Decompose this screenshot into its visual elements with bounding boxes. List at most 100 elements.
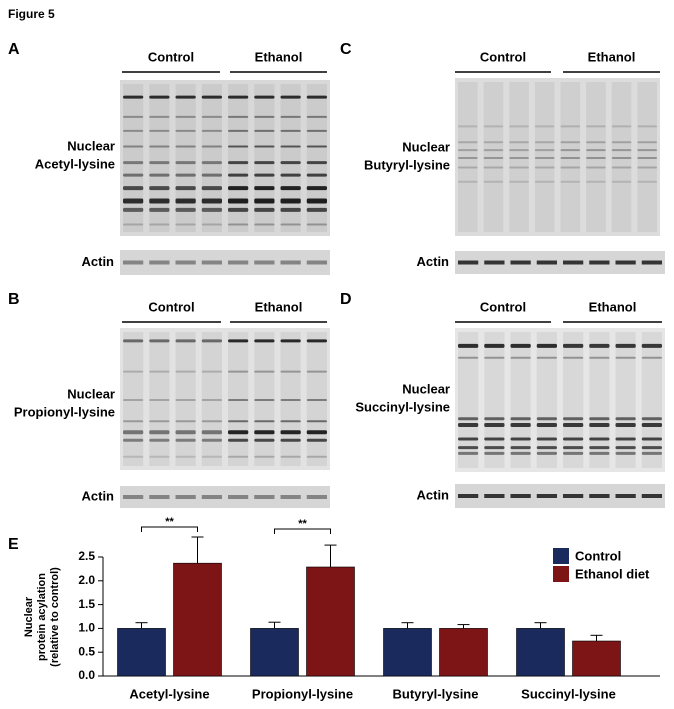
band bbox=[306, 198, 327, 204]
band bbox=[254, 198, 275, 204]
actin-band bbox=[123, 495, 144, 499]
band bbox=[123, 438, 144, 442]
band bbox=[280, 95, 301, 99]
band bbox=[123, 145, 144, 148]
band bbox=[563, 446, 584, 450]
actin-strip bbox=[455, 251, 665, 274]
band bbox=[175, 161, 196, 165]
band bbox=[560, 149, 581, 152]
y-tick-label: 0.5 bbox=[78, 644, 95, 658]
band bbox=[201, 161, 222, 165]
lane bbox=[201, 84, 222, 232]
actin-band bbox=[589, 494, 610, 498]
actin-band bbox=[641, 494, 662, 498]
band bbox=[589, 446, 610, 450]
lane bbox=[563, 332, 584, 468]
band bbox=[175, 115, 196, 118]
band bbox=[534, 125, 555, 128]
band bbox=[534, 166, 555, 169]
blot-label: Nuclear bbox=[402, 381, 450, 396]
band bbox=[560, 180, 581, 183]
band bbox=[175, 430, 196, 435]
band bbox=[254, 145, 275, 148]
band bbox=[228, 455, 249, 458]
band bbox=[510, 417, 531, 421]
band bbox=[149, 370, 170, 373]
band bbox=[123, 115, 144, 118]
band bbox=[615, 343, 636, 348]
band bbox=[458, 166, 478, 169]
band bbox=[149, 95, 170, 99]
figure-title: Figure 5 bbox=[8, 7, 55, 21]
band bbox=[175, 129, 196, 132]
band bbox=[563, 417, 584, 421]
band bbox=[201, 339, 222, 343]
band bbox=[637, 149, 657, 152]
band bbox=[201, 198, 222, 204]
band bbox=[586, 180, 606, 183]
band bbox=[534, 157, 555, 159]
lane bbox=[254, 84, 275, 232]
band bbox=[484, 451, 505, 455]
band bbox=[228, 223, 249, 226]
band bbox=[280, 173, 301, 177]
band bbox=[458, 437, 479, 441]
band bbox=[254, 223, 275, 226]
band bbox=[149, 339, 170, 343]
lane bbox=[560, 82, 581, 232]
band bbox=[483, 157, 504, 159]
band bbox=[458, 149, 478, 152]
group-label: Ethanol bbox=[255, 299, 303, 314]
band bbox=[201, 420, 222, 423]
band bbox=[589, 356, 610, 359]
band bbox=[175, 186, 196, 191]
band bbox=[254, 173, 275, 177]
band bbox=[201, 430, 222, 435]
band bbox=[201, 186, 222, 191]
band bbox=[123, 370, 144, 373]
band bbox=[175, 145, 196, 148]
band bbox=[615, 356, 636, 359]
band bbox=[228, 129, 249, 132]
lane bbox=[123, 84, 144, 232]
error-bar bbox=[191, 536, 204, 564]
lane bbox=[228, 84, 249, 232]
band bbox=[615, 417, 636, 421]
band bbox=[615, 423, 636, 428]
band bbox=[280, 198, 301, 204]
band bbox=[254, 339, 275, 343]
band bbox=[280, 186, 301, 191]
actin-band bbox=[458, 494, 479, 498]
band bbox=[228, 186, 249, 191]
band bbox=[586, 166, 606, 169]
actin-band bbox=[615, 260, 636, 265]
band bbox=[306, 223, 327, 226]
lane bbox=[306, 84, 327, 232]
band bbox=[641, 417, 662, 421]
actin-band bbox=[228, 260, 249, 265]
panel-letter: A bbox=[8, 41, 20, 58]
actin-band bbox=[484, 494, 505, 498]
band bbox=[123, 399, 144, 401]
band bbox=[510, 451, 531, 455]
error-bar bbox=[590, 634, 603, 642]
band bbox=[458, 157, 478, 159]
actin-band bbox=[536, 260, 557, 265]
band bbox=[201, 129, 222, 132]
band bbox=[149, 455, 170, 458]
band bbox=[510, 423, 531, 428]
band bbox=[228, 161, 249, 165]
band bbox=[510, 437, 531, 441]
band bbox=[484, 417, 505, 421]
band bbox=[254, 370, 275, 373]
lane bbox=[509, 82, 529, 232]
band bbox=[458, 125, 478, 128]
bar bbox=[572, 640, 621, 677]
band bbox=[280, 223, 301, 226]
actin-band bbox=[280, 495, 301, 499]
loading-label: Actin bbox=[417, 487, 450, 502]
actin-band bbox=[615, 494, 636, 498]
band bbox=[306, 207, 327, 212]
band bbox=[611, 141, 632, 144]
band bbox=[254, 129, 275, 132]
